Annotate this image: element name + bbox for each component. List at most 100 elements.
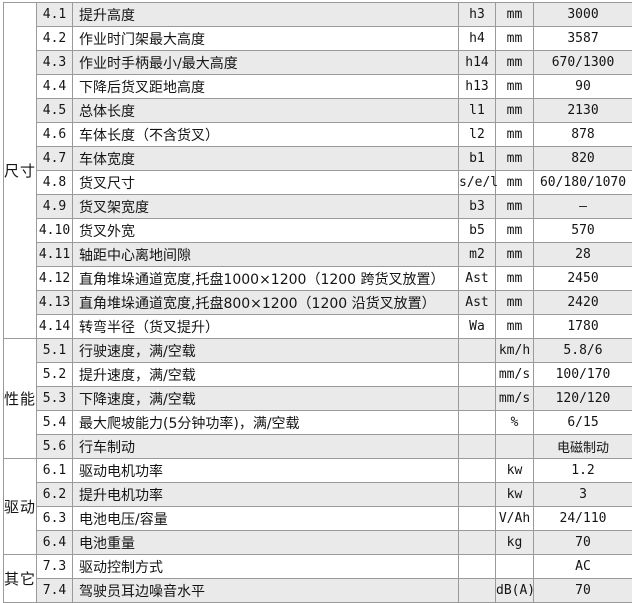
spec-description-cell: 直角堆垛通道宽度,托盘1000×1200（1200 跨货叉放置）	[72, 266, 459, 291]
symbol-cell: b1	[458, 146, 496, 171]
unit-cell: mm	[495, 26, 534, 51]
value-cell: 670/1300	[533, 50, 632, 75]
spec-row: 6.3 电池电压/容量 V/Ah 24/110	[4, 506, 632, 531]
symbol-cell: h3	[458, 2, 496, 27]
value-cell: AC	[533, 554, 632, 579]
spec-row: 4.8 货叉尺寸 s/e/l mm 60/180/1070	[4, 170, 632, 195]
spec-row: 4.11 轴距中心离地间隙 m2 mm 28	[4, 242, 632, 267]
symbol-cell: s/e/l	[458, 170, 498, 195]
unit-cell: mm	[495, 218, 534, 243]
value-cell: 3000	[533, 2, 632, 27]
row-number-cell: 6.4	[36, 530, 73, 555]
spec-row: 4.2 作业时门架最大高度 h4 mm 3587	[4, 26, 632, 51]
spec-row: 5.6 行车制动 电磁制动	[4, 434, 632, 459]
unit-cell: mm	[495, 266, 534, 291]
group-label: 驱动	[3, 458, 37, 555]
row-number-cell: 7.4	[36, 578, 73, 603]
spec-row: 4.3 作业时手柄最小/最大高度 h14 mm 670/1300	[4, 50, 632, 75]
unit-cell: kw	[495, 458, 534, 483]
value-cell: 5.8/6	[533, 338, 632, 363]
row-number-cell: 4.14	[36, 314, 73, 339]
symbol-cell: Wa	[458, 314, 496, 339]
unit-cell: mm	[495, 74, 534, 99]
group-label: 其它	[3, 554, 37, 603]
spec-description-cell: 货叉架宽度	[72, 194, 459, 219]
value-cell: 28	[533, 242, 632, 267]
spec-row: 5.2 提升速度，满/空载 mm/s 100/170	[4, 362, 632, 387]
row-number-cell: 6.3	[36, 506, 73, 531]
row-number-cell: 5.3	[36, 386, 73, 411]
symbol-cell: Ast	[458, 266, 496, 291]
unit-cell	[495, 434, 534, 459]
unit-cell: mm/s	[495, 362, 534, 387]
spec-description-cell: 行车制动	[72, 434, 459, 459]
unit-cell: V/Ah	[495, 506, 534, 531]
value-cell: 3587	[533, 26, 632, 51]
row-number-cell: 5.4	[36, 410, 73, 435]
spec-row: 4.13 直角堆垛通道宽度,托盘800×1200（1200 沿货叉放置） Ast…	[4, 290, 632, 315]
row-number-cell: 7.3	[36, 554, 73, 579]
value-cell: 电磁制动	[533, 434, 632, 459]
spec-row: 尺寸 4.1 提升高度 h3 mm 3000	[3, 2, 632, 339]
symbol-cell: h13	[458, 74, 496, 99]
unit-cell: mm	[495, 98, 534, 123]
value-cell: 90	[533, 74, 632, 99]
row-number-cell: 6.2	[36, 482, 73, 507]
row-number-cell: 4.11	[36, 242, 73, 267]
row-number-cell: 4.6	[36, 122, 73, 147]
group-label: 尺寸	[3, 2, 37, 339]
unit-cell: dB(A)	[495, 578, 535, 603]
symbol-cell	[458, 530, 496, 555]
symbol-cell: h14	[458, 50, 496, 75]
spec-description-cell: 下降后货叉距地高度	[72, 74, 459, 99]
spec-description-cell: 直角堆垛通道宽度,托盘800×1200（1200 沿货叉放置）	[72, 290, 459, 315]
symbol-cell: h4	[458, 26, 496, 51]
spec-row: 4.4 下降后货叉距地高度 h13 mm 90	[4, 74, 632, 99]
symbol-cell: l2	[458, 122, 496, 147]
symbol-cell	[458, 386, 496, 411]
spec-description-cell: 最大爬坡能力(5分钟功率)，满/空载	[72, 410, 459, 435]
spec-description-cell: 转弯半径（货叉提升）	[72, 314, 459, 339]
spec-description-cell: 货叉尺寸	[72, 170, 459, 195]
value-cell: 2450	[533, 266, 632, 291]
value-cell: 3	[533, 482, 632, 507]
value-cell: 2130	[533, 98, 632, 123]
spec-row: 4.6 车体长度（不含货叉） l2 mm 878	[4, 122, 632, 147]
spec-row: 4.5 总体长度 l1 mm 2130	[4, 98, 632, 123]
value-cell: 878	[533, 122, 632, 147]
row-number-cell: 4.4	[36, 74, 73, 99]
spec-row: 5.3 下降速度，满/空载 mm/s 120/120	[4, 386, 632, 411]
symbol-cell	[458, 458, 496, 483]
value-cell: 570	[533, 218, 632, 243]
symbol-cell: m2	[458, 242, 496, 267]
value-cell: 6/15	[533, 410, 632, 435]
symbol-cell: Ast	[458, 290, 496, 315]
spec-description-cell: 驾驶员耳边噪音水平	[72, 578, 459, 603]
row-number-cell: 4.3	[36, 50, 73, 75]
spec-description-cell: 车体宽度	[72, 146, 459, 171]
spec-table: 尺寸 4.1 提升高度 h3 mm 3000 4.2 作业时门架最大高度 h4 …	[3, 2, 632, 603]
row-number-cell: 5.6	[36, 434, 73, 459]
symbol-cell	[458, 578, 496, 603]
unit-cell: mm	[495, 170, 534, 195]
value-cell: 820	[533, 146, 632, 171]
spec-table-body: 尺寸 4.1 提升高度 h3 mm 3000 4.2 作业时门架最大高度 h4 …	[3, 2, 632, 603]
spec-row: 4.12 直角堆垛通道宽度,托盘1000×1200（1200 跨货叉放置） As…	[4, 266, 632, 291]
spec-description-cell: 提升高度	[72, 2, 459, 27]
spec-description-cell: 作业时门架最大高度	[72, 26, 459, 51]
symbol-cell	[458, 362, 496, 387]
unit-cell: mm	[495, 146, 534, 171]
unit-cell: mm/s	[495, 386, 534, 411]
unit-cell: mm	[495, 314, 534, 339]
row-number-cell: 4.13	[36, 290, 73, 315]
value-cell: 24/110	[533, 506, 632, 531]
row-number-cell: 4.10	[36, 218, 73, 243]
unit-cell: mm	[495, 290, 534, 315]
spec-description-cell: 总体长度	[72, 98, 459, 123]
spec-description-cell: 轴距中心离地间隙	[72, 242, 459, 267]
spec-row: 其它 7.3 驱动控制方式 AC	[3, 554, 632, 603]
row-number-cell: 4.1	[36, 2, 73, 27]
value-cell: 70	[533, 578, 632, 603]
symbol-cell	[458, 506, 496, 531]
